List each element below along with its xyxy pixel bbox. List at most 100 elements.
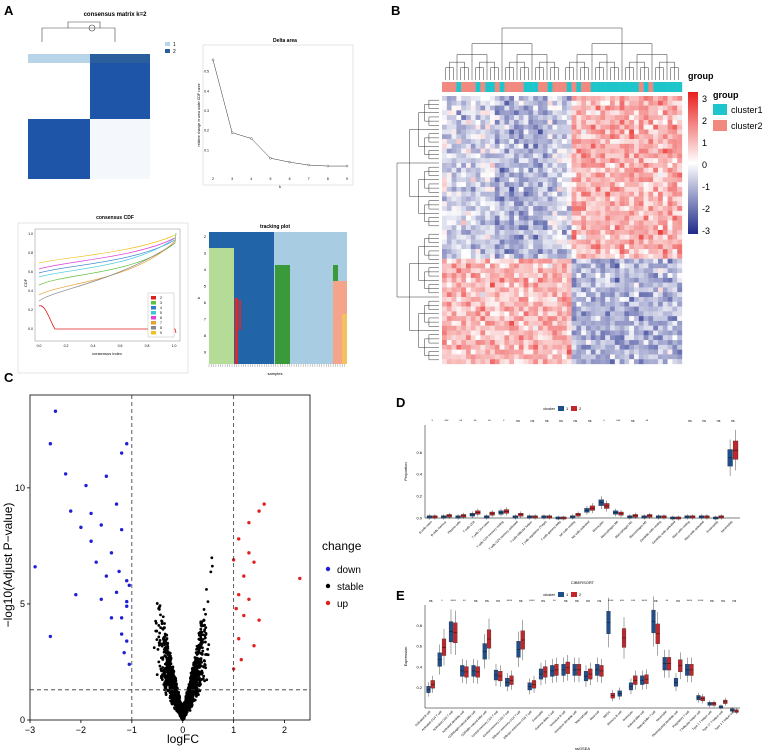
heatmap-cell — [624, 196, 630, 202]
heatmap-cell — [576, 258, 582, 264]
heatmap-cell — [446, 96, 452, 101]
heatmap-cell — [610, 258, 615, 264]
heatmap-cell — [600, 225, 606, 231]
heatmap-cell — [600, 230, 606, 235]
volcano-point-stable — [160, 644, 164, 648]
volcano-point-stable — [191, 695, 195, 698]
heatmap-cell — [547, 172, 553, 178]
heatmap-cell — [470, 320, 476, 326]
heatmap-cell — [610, 292, 615, 298]
heatmap-cell — [590, 110, 596, 116]
heatmap-cell — [667, 244, 673, 250]
heatmap-cell — [514, 119, 519, 125]
heatmap-cell — [466, 349, 471, 355]
volcano-point-down — [89, 511, 93, 516]
heatmap-cell — [576, 105, 582, 111]
heatmap-cell — [542, 186, 548, 192]
heatmap-cell — [528, 143, 534, 149]
box-y-tick: 0.0 — [416, 516, 422, 521]
volcano-point-stable — [199, 652, 203, 655]
heatmap-cell — [466, 96, 471, 101]
heatmap-cell — [586, 287, 591, 293]
heatmap-cell — [446, 215, 452, 221]
heatmap-cell — [475, 196, 481, 202]
heatmap-cell — [610, 249, 615, 255]
heatmap-cell — [581, 239, 587, 245]
heatmap-cell — [571, 201, 577, 207]
heatmap-cell — [538, 163, 543, 168]
heatmap-cell — [576, 186, 582, 192]
heatmap-cell — [562, 340, 567, 346]
heatmap-cell — [490, 96, 495, 101]
heatmap-cell — [461, 143, 467, 149]
heatmap-cell — [614, 148, 620, 154]
heatmap-cell — [638, 297, 644, 302]
heatmap-cell — [605, 230, 611, 235]
annotation-cell — [600, 82, 606, 92]
heatmap-cell — [514, 96, 519, 101]
heatmap-cell — [470, 282, 476, 288]
heatmap-cell — [624, 225, 630, 231]
heatmap-cell — [614, 177, 620, 183]
heatmap-cell — [634, 234, 639, 240]
cdf-legend-box — [147, 292, 175, 338]
heatmap-cell — [653, 129, 659, 135]
heatmap-cell — [586, 273, 591, 279]
heatmap-cell — [538, 215, 543, 221]
volcano-point-stable — [157, 660, 161, 664]
heatmap-cell — [581, 230, 587, 235]
heatmap-cell — [456, 172, 462, 178]
heatmap-cell — [586, 244, 591, 250]
heatmap-cell — [658, 100, 663, 106]
heatmap-cell — [528, 182, 534, 188]
dendrogram-branch — [516, 54, 548, 80]
heatmap-cell — [566, 273, 572, 279]
heatmap-cell — [538, 239, 543, 245]
heatmap-cell — [547, 306, 553, 312]
heatmap-cell — [538, 244, 543, 250]
heatmap-cell — [480, 325, 486, 331]
heatmap-cell — [485, 263, 491, 269]
heatmap-cell — [528, 311, 534, 317]
volcano-point-down — [125, 442, 129, 446]
heatmap-cell — [662, 143, 668, 149]
heatmap-cell — [504, 258, 510, 264]
volcano-point-down — [117, 569, 121, 574]
volcano-point-stable — [173, 700, 177, 704]
heatmap-cell — [586, 129, 591, 135]
heatmap-cell — [470, 335, 476, 341]
heatmap-cell — [480, 354, 486, 360]
heatmap-cell — [475, 311, 481, 317]
color-scale-tick: 2 — [702, 116, 707, 126]
heatmap-cell — [566, 292, 572, 298]
volcano-point-stable — [165, 664, 169, 668]
heatmap-cell — [595, 182, 601, 188]
heatmap-cell — [528, 330, 534, 336]
heatmap-cell — [475, 148, 481, 154]
heatmap-cell — [571, 96, 577, 101]
heatmap-cell — [643, 249, 649, 255]
heatmap-cell — [456, 292, 462, 298]
volcano-point-stable — [183, 711, 187, 715]
volcano-legend-label: stable — [337, 582, 364, 593]
heatmap-cell — [538, 206, 543, 212]
heatmap-cell — [509, 301, 515, 307]
volcano-point-stable — [202, 608, 206, 611]
heatmap-cell — [634, 220, 639, 226]
heatmap-cell — [562, 239, 567, 245]
heatmap-cell — [499, 320, 505, 326]
heatmap-cell — [571, 301, 577, 307]
heatmap-cell — [571, 191, 577, 197]
heatmap-cell — [533, 234, 539, 240]
volcano-point-stable — [174, 689, 178, 692]
heatmap-cell — [605, 172, 611, 178]
heatmap-cell — [586, 172, 591, 178]
heatmap-cell — [466, 297, 471, 302]
heatmap-cell — [648, 273, 654, 279]
heatmap-cell — [523, 124, 529, 130]
heatmap-cell — [499, 172, 505, 178]
heatmap-cell — [638, 172, 644, 178]
heatmap-cell — [446, 110, 452, 116]
heatmap-cell — [518, 225, 524, 231]
heatmap-cell — [653, 316, 659, 322]
